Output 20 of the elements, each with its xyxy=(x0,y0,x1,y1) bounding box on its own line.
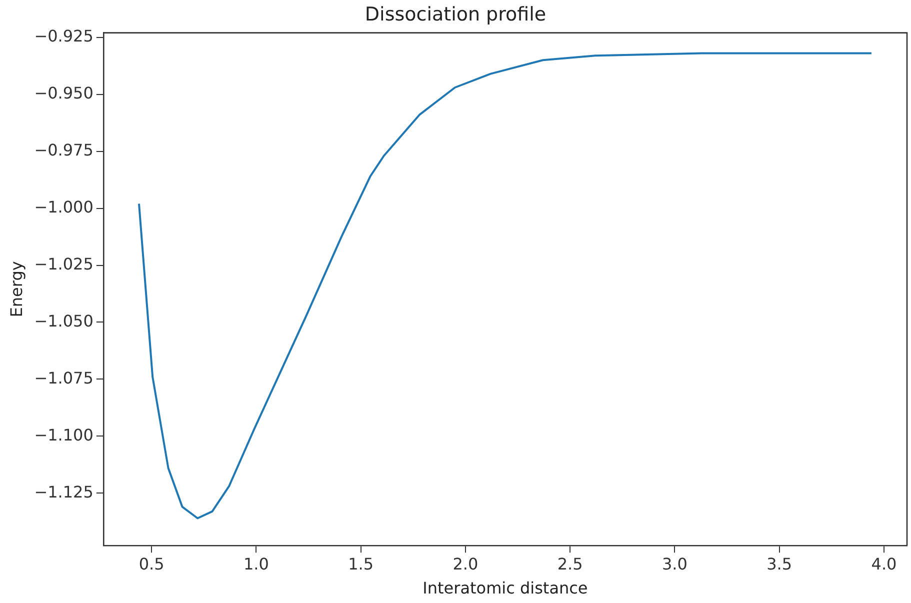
x-tick-label: 3.5 xyxy=(766,554,792,574)
x-tick-label: 2.5 xyxy=(557,554,583,574)
y-tick-label: −1.100 xyxy=(34,425,94,444)
y-axis-title: Energy xyxy=(6,261,26,318)
y-tick-label: −0.925 xyxy=(34,26,94,46)
chart-title: Dissociation profile xyxy=(364,3,546,26)
y-tick-label: −1.125 xyxy=(34,482,94,502)
x-tick-label: 2.0 xyxy=(452,554,478,574)
x-tick-label: 4.0 xyxy=(871,554,897,574)
x-tick-label: 0.5 xyxy=(138,554,164,574)
x-tick-label: 3.0 xyxy=(662,554,688,574)
x-tick-label: 1.0 xyxy=(243,554,269,574)
y-tick-label: −1.075 xyxy=(34,368,94,388)
y-tick-label: −0.950 xyxy=(34,83,94,102)
x-tick-label: 1.5 xyxy=(348,554,374,574)
y-tick-label: −0.975 xyxy=(34,140,94,160)
y-tick-label: −1.025 xyxy=(34,254,94,274)
x-axis-title: Interatomic distance xyxy=(422,578,588,598)
y-tick-label: −1.050 xyxy=(34,311,94,330)
y-tick-label: −1.000 xyxy=(34,197,94,216)
